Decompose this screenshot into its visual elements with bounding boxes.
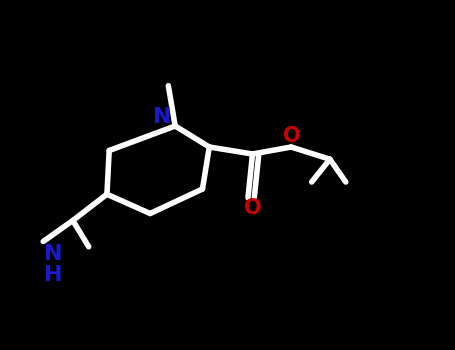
Text: O: O bbox=[283, 126, 301, 147]
Text: H: H bbox=[45, 265, 63, 285]
Text: N: N bbox=[45, 244, 63, 264]
Text: N: N bbox=[153, 107, 172, 127]
Text: O: O bbox=[244, 198, 261, 218]
